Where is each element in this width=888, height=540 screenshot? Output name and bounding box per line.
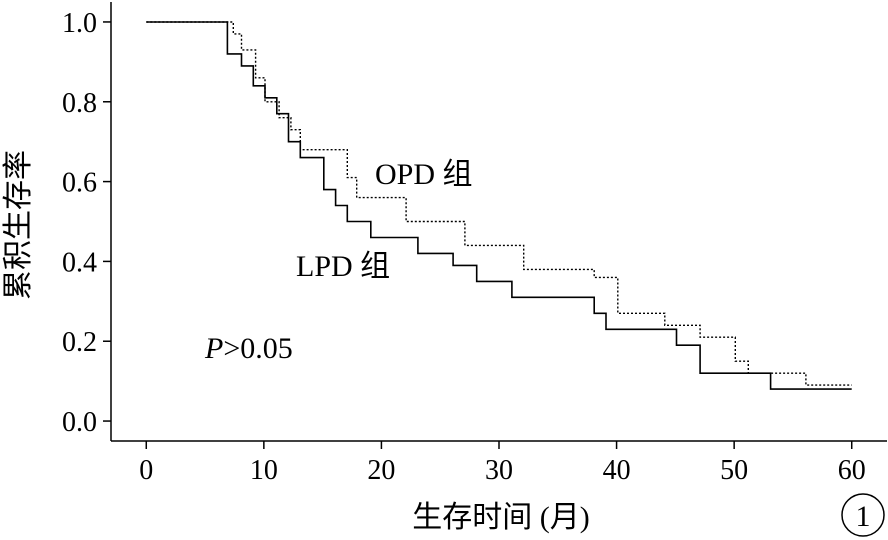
x-tick-label: 20 <box>367 455 395 486</box>
opd-series-label: OPD 组 <box>375 158 473 191</box>
x-tick-label: 60 <box>838 455 866 486</box>
series-layer <box>146 21 852 390</box>
x-tick-label: 50 <box>720 455 748 486</box>
y-tick-label: 0.0 <box>62 407 97 438</box>
y-axis-label: 累积生存率 <box>2 150 35 300</box>
x-axis-label: 生存时间 (月) <box>412 501 589 534</box>
opd-survival-curve <box>146 21 852 386</box>
y-tick-label: 1.0 <box>62 8 97 39</box>
lpd-series-label: LPD 组 <box>296 250 390 283</box>
x-tick-label: 30 <box>485 455 513 486</box>
y-tick-label: 0.8 <box>62 88 97 119</box>
y-ticks: 0.0 0.2 0.4 0.6 0.8 1.0 <box>62 8 111 438</box>
lpd-survival-curve <box>146 21 852 390</box>
x-tick-label: 10 <box>250 455 278 486</box>
p-symbol: P <box>204 332 223 365</box>
x-ticks: 0 10 20 30 40 50 60 <box>139 441 866 486</box>
panel-number: 1 <box>856 500 871 533</box>
p-value-annotation: P>0.05 <box>204 332 293 365</box>
y-tick-label: 0.2 <box>62 327 97 358</box>
p-value: >0.05 <box>223 332 292 365</box>
x-tick-label: 0 <box>139 455 153 486</box>
x-tick-label: 40 <box>603 455 631 486</box>
y-tick-label: 0.6 <box>62 168 97 199</box>
panel-number-circle <box>841 493 885 537</box>
y-tick-label: 0.4 <box>62 247 97 278</box>
